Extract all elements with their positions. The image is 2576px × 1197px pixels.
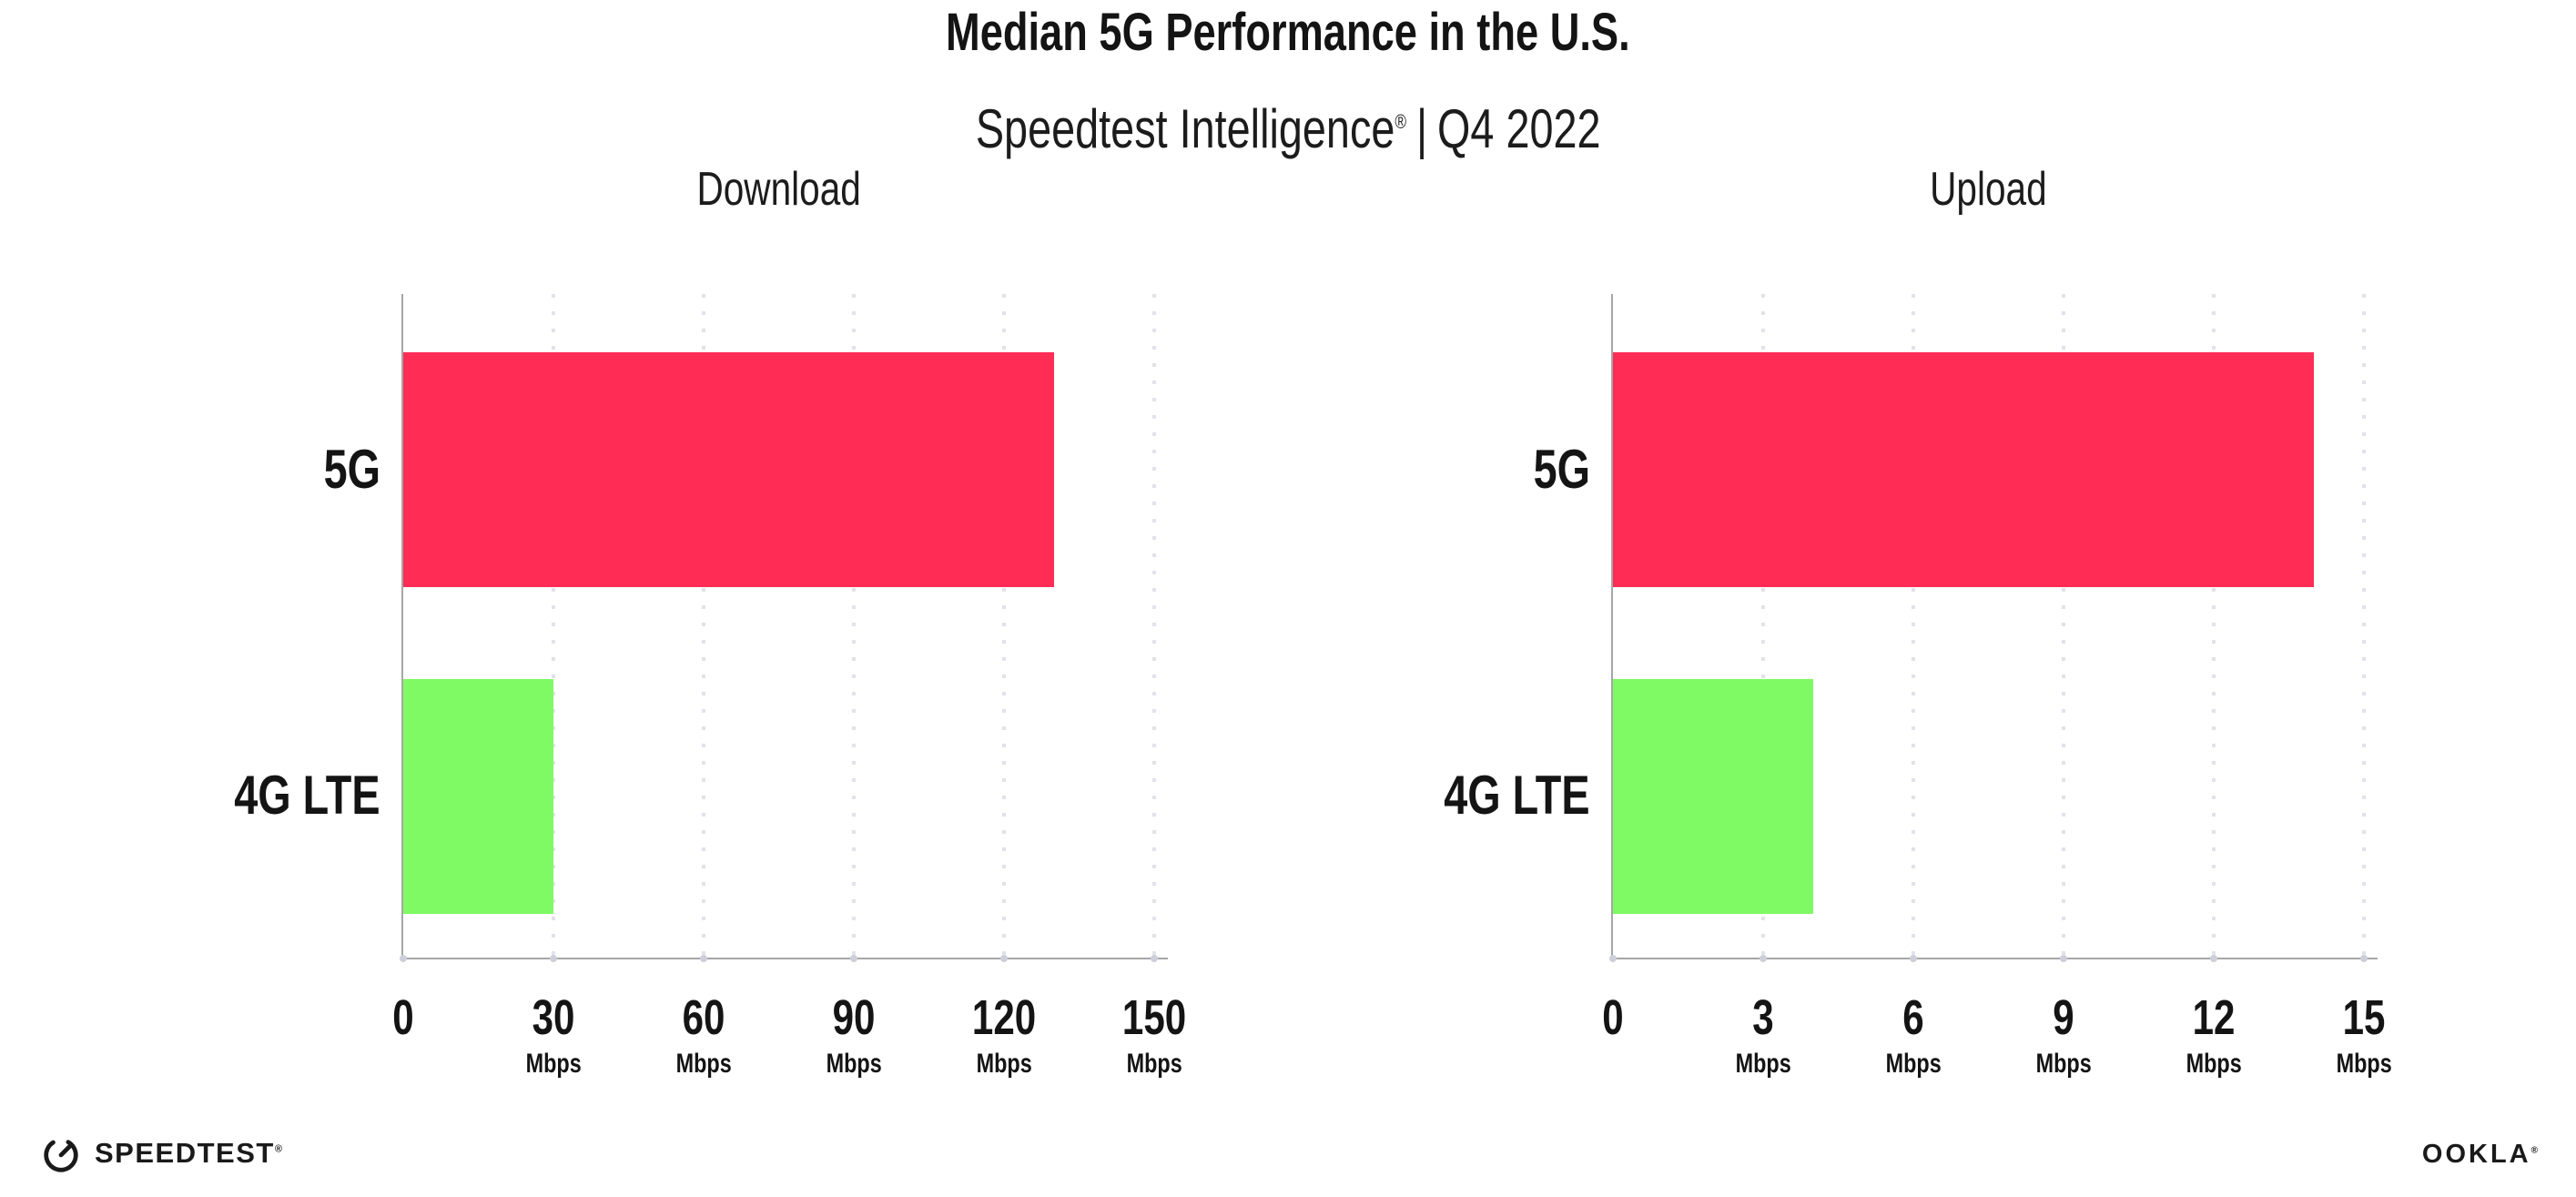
axis-tick-dot: [2210, 955, 2217, 962]
axis-tick-dot: [1609, 955, 1617, 962]
gridline-60: [702, 294, 705, 958]
category-label-5g: 5G: [323, 439, 380, 500]
page-title: Median 5G Performance in the U.S.: [946, 3, 1630, 62]
axis-tick-dot: [1151, 955, 1158, 962]
gridline-15: [2362, 294, 2366, 958]
subtitle-brand: Speedtest Intelligence: [975, 98, 1395, 159]
axis-tick-dot: [2360, 955, 2368, 962]
y-axis-line: [401, 294, 403, 959]
gridline-3: [1761, 294, 1765, 958]
speedtest-wordmark: SPEEDTEST®: [95, 1137, 284, 1169]
registered-mark-icon: ®: [1394, 110, 1406, 133]
upload-plot-area: [1609, 294, 2378, 962]
x-tick-label-0: 0: [1602, 990, 1624, 1045]
bar-5g: [1613, 352, 2314, 587]
x-axis-tick-labels: 0 3 Mbps 6 Mbps 9 Mbps 12 Mbps 15 Mbps: [1602, 958, 2391, 1131]
x-axis-line: [401, 958, 1168, 959]
chart-title-upload: Upload: [1930, 163, 2047, 217]
speedtest-logo: SPEEDTEST®: [40, 1132, 283, 1174]
gridline-120: [1002, 294, 1006, 958]
gridline-12: [2212, 294, 2216, 958]
axis-tick-dot: [1910, 955, 1917, 962]
x-tick-label-15: 15 Mbps: [2336, 990, 2392, 1079]
y-axis-line: [1611, 294, 1613, 959]
bar-4g-lte: [403, 679, 553, 914]
upload-chart: Upload 0 3 Mbps 6 Mbps 9 Mbps 12 Mbps 15 Mbps 5G 4G…: [1210, 123, 2498, 1142]
category-label-5g: 5G: [1533, 439, 1590, 500]
category-label-4g-lte: 4G LTE: [1444, 765, 1590, 826]
axis-tick-dot: [850, 955, 857, 962]
gridline-9: [2062, 294, 2065, 958]
gridline-90: [852, 294, 856, 958]
gridline-30: [552, 294, 555, 958]
gridline-6: [1912, 294, 1915, 958]
figure-header: Median 5G Performance in the U.S.: [0, 4, 2576, 62]
axis-tick-dot: [700, 955, 707, 962]
x-tick-label-90: 90 Mbps: [826, 990, 882, 1079]
speedtest-gauge-icon: [44, 1138, 78, 1172]
gridline-150: [1152, 294, 1156, 958]
axis-tick-dot: [400, 955, 407, 962]
x-tick-label-60: 60 Mbps: [675, 990, 732, 1079]
download-plot-area: [400, 294, 1168, 962]
axis-tick-dot: [1760, 955, 1767, 962]
x-tick-label-0: 0: [392, 990, 414, 1045]
axis-tick-dot: [1000, 955, 1008, 962]
x-tick-label-30: 30 Mbps: [525, 990, 582, 1079]
axis-tick-dot: [550, 955, 557, 962]
ookla-wordmark: OOKLA: [2421, 1140, 2531, 1169]
download-chart: Download 0 30 Mbps 60 Mbps 90 Mbps 120 Mbps 150 Mb…: [0, 123, 1288, 1142]
category-label-4g-lte: 4G LTE: [234, 765, 380, 826]
x-axis-tick-labels: 0 30 Mbps 60 Mbps 90 Mbps 120 Mbps 150 Mbps: [392, 958, 1186, 1131]
bar-4g-lte: [1613, 679, 1813, 914]
registered-mark-icon: ®: [2530, 1145, 2538, 1156]
x-tick-label-9: 9 Mbps: [2035, 990, 2092, 1079]
x-tick-label-120: 120 Mbps: [971, 990, 1037, 1079]
x-axis-line: [1611, 958, 2378, 959]
axis-tick-dot: [2060, 955, 2067, 962]
chart-title-download: Download: [696, 163, 861, 217]
x-tick-label-12: 12 Mbps: [2186, 990, 2242, 1079]
registered-mark-icon: ®: [274, 1143, 284, 1155]
subtitle-period: Q4 2022: [1436, 98, 1601, 159]
ookla-logo: OOKLA®: [2422, 1140, 2538, 1170]
bar-5g: [403, 352, 1054, 587]
x-tick-label-150: 150 Mbps: [1121, 990, 1187, 1079]
x-tick-label-3: 3 Mbps: [1735, 990, 1791, 1079]
figure-subtitle: Speedtest Intelligence® | Q4 2022: [0, 96, 2576, 162]
subtitle-separator: |: [1415, 98, 1427, 159]
x-tick-label-6: 6 Mbps: [1885, 990, 1942, 1079]
